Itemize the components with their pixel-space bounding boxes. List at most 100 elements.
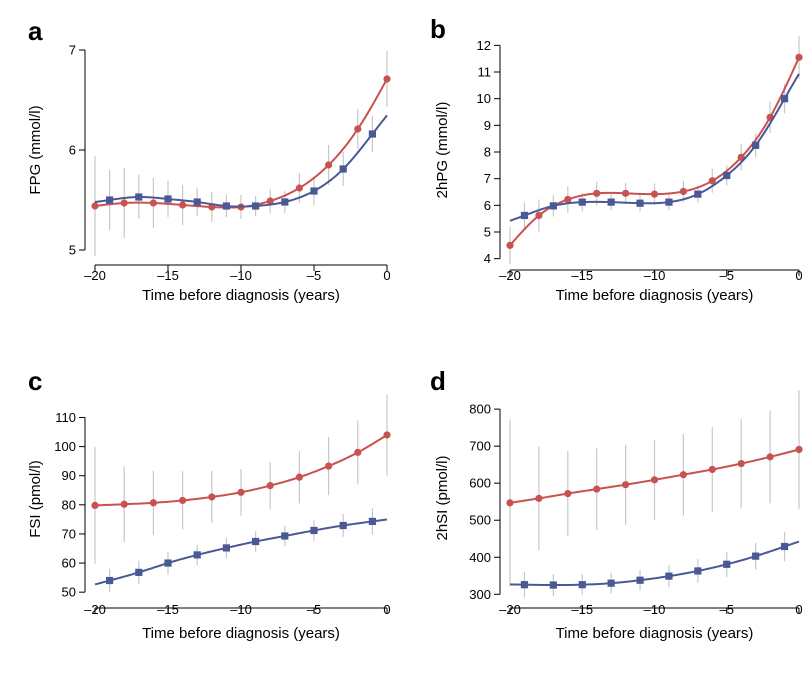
- data-point-circle: [295, 473, 303, 481]
- data-point-circle: [766, 453, 774, 461]
- panel-d: d 300 400 500 600 700 800 –20 –15 –10 –5 0 Time befo…: [430, 366, 803, 642]
- data-point-circle: [795, 53, 803, 61]
- x-tick-label: 0: [383, 602, 390, 617]
- data-point-circle: [622, 189, 630, 197]
- data-point-square: [780, 542, 789, 551]
- x-tick-label: –15: [571, 602, 593, 617]
- data-point-square: [578, 581, 586, 589]
- y-tick-label: 500: [469, 513, 491, 528]
- data-point-circle: [354, 125, 362, 133]
- data-point-square: [549, 581, 557, 589]
- data-point-circle: [708, 177, 716, 185]
- data-point-circle: [564, 489, 572, 498]
- data-point-square: [222, 544, 230, 552]
- panel-letter: a: [28, 16, 43, 46]
- y-tick-label: 7: [69, 43, 76, 58]
- data-point-square: [607, 198, 615, 206]
- y-tick-label: 10: [477, 91, 491, 106]
- y-tick-label: 800: [469, 402, 491, 417]
- y-tick-label: 90: [62, 468, 76, 483]
- y-axis-title: 2hSI (pmol/l): [434, 455, 451, 540]
- x-axis-title: Time before diagnosis (years): [142, 625, 340, 642]
- y-tick-label: 600: [469, 476, 491, 491]
- data-point-circle: [564, 195, 572, 204]
- data-point-circle: [593, 189, 601, 197]
- y-tick-label: 12: [477, 38, 491, 53]
- data-point-circle: [149, 199, 157, 207]
- x-axis-title: Time before diagnosis (years): [556, 625, 754, 642]
- y-axis-title: FPG (mmol/l): [27, 105, 44, 194]
- data-point-square: [694, 190, 702, 198]
- data-point-square: [549, 202, 557, 210]
- y-tick-label: 110: [55, 410, 76, 425]
- data-point-square: [665, 198, 673, 206]
- data-point-circle: [325, 161, 333, 169]
- data-point-square: [520, 211, 529, 220]
- data-point-circle: [679, 187, 688, 196]
- data-point-square: [578, 198, 586, 206]
- data-point-circle: [593, 485, 601, 493]
- data-point-circle: [650, 190, 659, 198]
- x-tick-label: –15: [157, 602, 179, 617]
- data-point-circle: [354, 448, 362, 457]
- data-point-square: [780, 95, 789, 103]
- data-point-square: [723, 171, 731, 180]
- data-point-square: [164, 559, 172, 567]
- data-point-circle: [506, 241, 514, 249]
- data-point-square: [636, 199, 644, 207]
- data-point-square: [135, 568, 143, 576]
- data-point-square: [368, 517, 376, 526]
- x-tick-label: –5: [307, 268, 321, 283]
- y-tick-label: 11: [478, 65, 492, 80]
- data-point-circle: [795, 445, 803, 454]
- x-tick-label: 0: [795, 268, 802, 283]
- data-point-square: [106, 576, 114, 585]
- data-point-square: [310, 526, 318, 535]
- panel-letter: c: [28, 366, 42, 396]
- x-tick-label: –10: [230, 602, 252, 617]
- panel-letter: d: [430, 366, 446, 396]
- data-point-circle: [179, 496, 187, 505]
- data-point-square: [694, 567, 702, 575]
- x-tick-label: 0: [795, 602, 802, 617]
- data-point-square: [368, 130, 376, 138]
- x-tick-label: –20: [499, 602, 521, 617]
- y-tick-label: 50: [62, 585, 76, 600]
- data-point-circle: [208, 493, 216, 501]
- data-point-square: [281, 198, 289, 206]
- data-point-square: [752, 141, 760, 149]
- data-point-square: [665, 572, 673, 580]
- panel-a: a 5 6 7 –20 –15 –10 –5 0 Time before diagnosis (y…: [27, 16, 391, 304]
- data-point-square: [636, 576, 644, 584]
- y-tick-label: 6: [69, 143, 76, 158]
- data-point-square: [193, 198, 201, 206]
- data-point-circle: [120, 500, 128, 508]
- data-point-circle: [237, 488, 245, 496]
- data-point-circle: [295, 184, 303, 192]
- series-line: [94, 518, 388, 586]
- panel-c: c 50 60 70 80 90 100 110 –20 –15 –10 –5 0 Time before…: [27, 366, 391, 642]
- panel-letter: b: [430, 14, 446, 44]
- data-point-circle: [506, 499, 514, 507]
- x-tick-label: –20: [84, 268, 106, 283]
- y-tick-label: 7: [484, 171, 491, 186]
- y-tick-label: 60: [62, 556, 76, 571]
- data-point-circle: [325, 462, 333, 470]
- data-point-circle: [535, 211, 543, 220]
- x-tick-label: –15: [157, 268, 179, 283]
- data-point-square: [752, 552, 760, 560]
- data-point-square: [281, 532, 289, 540]
- data-point-square: [607, 579, 615, 587]
- data-point-square: [135, 193, 143, 201]
- y-tick-label: 4: [484, 251, 491, 266]
- data-point-square: [723, 560, 731, 568]
- x-tick-label: –20: [84, 602, 106, 617]
- data-point-circle: [120, 199, 128, 207]
- data-point-circle: [650, 476, 659, 484]
- y-tick-label: 400: [469, 550, 491, 565]
- data-point-square: [520, 581, 529, 589]
- data-point-square: [252, 202, 260, 210]
- data-point-square: [310, 187, 318, 195]
- data-point-circle: [383, 431, 391, 439]
